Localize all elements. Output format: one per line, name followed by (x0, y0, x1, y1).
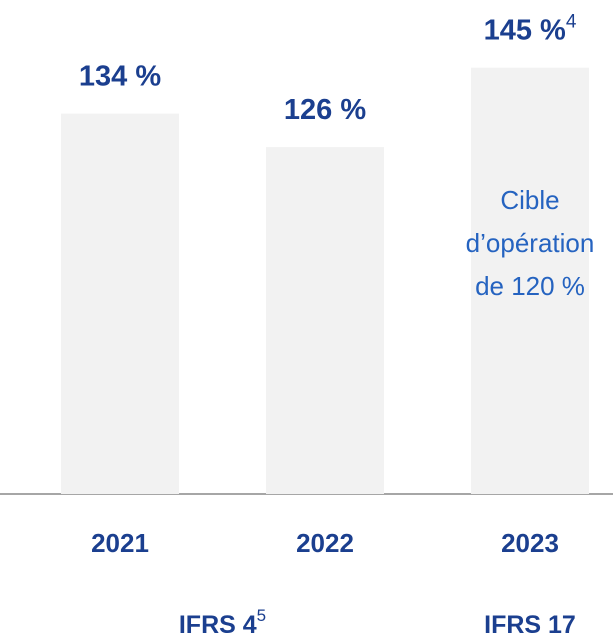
x-tick-label: 2022 (296, 528, 354, 558)
footnote-mark: 4 (566, 12, 577, 33)
bar (471, 67, 589, 494)
bar (61, 113, 179, 495)
value-label: 134 % (79, 60, 161, 92)
annotation: d’opération (466, 228, 595, 258)
value-label: 145 %4 (484, 12, 577, 47)
annotation: Cible (500, 185, 559, 215)
bar (266, 147, 384, 494)
group-label: IFRS 17 (484, 611, 576, 638)
value-label-text: 134 % (79, 60, 161, 92)
annotation: de 120 % (475, 271, 585, 301)
group-label-text: IFRS 4 (179, 611, 257, 638)
group-label: IFRS 45 (179, 606, 266, 638)
value-label-text: 126 % (284, 94, 366, 126)
value-label-text: 145 % (484, 14, 566, 46)
x-tick-label: 2021 (91, 528, 149, 558)
footnote-mark: 5 (257, 606, 266, 625)
group-label-text: IFRS 17 (484, 611, 576, 638)
value-label: 126 % (284, 94, 366, 126)
x-tick-label: 2023 (501, 528, 559, 558)
